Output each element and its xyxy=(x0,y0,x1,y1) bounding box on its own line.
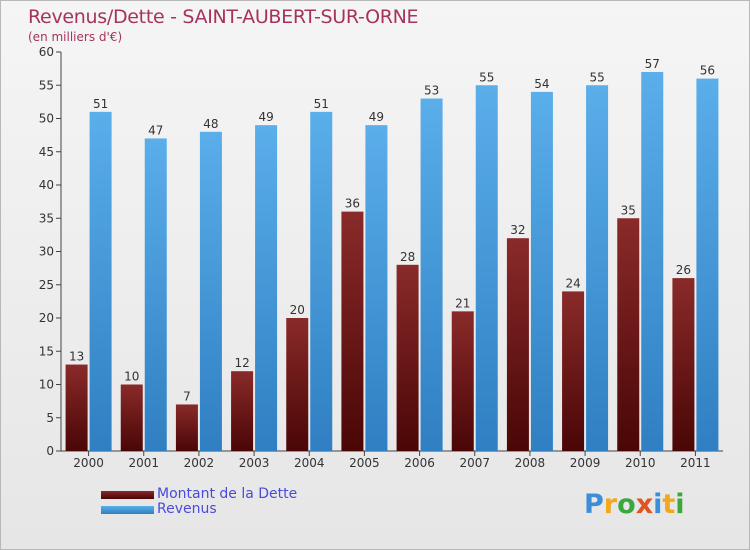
logo-letter: x xyxy=(635,489,654,520)
bar-dette-2009 xyxy=(562,291,585,451)
bar-dette-2004 xyxy=(286,318,309,451)
data-label-revenus-2002: 48 xyxy=(203,117,218,131)
logo-letter: o xyxy=(617,489,636,520)
data-label-revenus-2009: 55 xyxy=(589,70,604,84)
y-tick-label: 10 xyxy=(39,378,54,392)
data-label-revenus-2011: 56 xyxy=(700,64,715,78)
proxiti-logo: Proxiti xyxy=(584,489,685,520)
x-tick-label: 2000 xyxy=(73,456,104,470)
logo-letter: r xyxy=(603,489,618,520)
bar-revenus-2003 xyxy=(255,125,278,452)
bar-dette-2001 xyxy=(120,384,143,451)
legend-swatch-dette xyxy=(101,491,154,499)
legend-label-dette: Montant de la Dette xyxy=(157,486,298,502)
bar-revenus-2005 xyxy=(365,125,388,452)
bar-dette-2006 xyxy=(396,264,419,451)
bar-dette-2002 xyxy=(175,404,198,451)
data-label-revenus-2006: 53 xyxy=(424,84,439,98)
y-tick-label: 55 xyxy=(39,78,54,92)
y-tick-label: 25 xyxy=(39,278,54,292)
data-label-dette-2005: 36 xyxy=(345,197,360,211)
chart-subtitle: (en milliers d'€) xyxy=(28,30,123,44)
bar-dette-2011 xyxy=(672,278,695,451)
y-tick-label: 15 xyxy=(39,344,54,358)
x-tick-label: 2008 xyxy=(515,456,546,470)
bar-revenus-2006 xyxy=(420,98,443,452)
bar-revenus-2001 xyxy=(144,138,167,451)
bar-revenus-2004 xyxy=(310,111,333,451)
bar-revenus-2011 xyxy=(696,78,719,451)
data-label-revenus-2005: 49 xyxy=(369,110,384,124)
y-tick-label: 50 xyxy=(39,112,54,126)
x-tick-label: 2011 xyxy=(680,456,711,470)
legend-swatch-revenus xyxy=(101,506,154,514)
bar-dette-2010 xyxy=(617,218,640,451)
data-label-revenus-2008: 54 xyxy=(534,77,549,91)
legend-label-revenus: Revenus xyxy=(157,501,217,517)
logo-letter: P xyxy=(584,489,604,520)
bar-revenus-2007 xyxy=(475,85,498,451)
bar-revenus-2000 xyxy=(89,111,112,451)
x-tick-label: 2009 xyxy=(570,456,601,470)
logo-letter: i xyxy=(653,489,663,520)
y-tick-label: 60 xyxy=(39,45,54,59)
y-tick-label: 20 xyxy=(39,311,54,325)
bar-dette-2007 xyxy=(451,311,474,451)
x-tick-label: 2007 xyxy=(459,456,490,470)
data-label-dette-2002: 7 xyxy=(183,389,191,403)
y-tick-label: 45 xyxy=(39,145,54,159)
data-label-dette-2004: 20 xyxy=(290,303,305,317)
data-label-dette-2006: 28 xyxy=(400,250,415,264)
x-tick-label: 2004 xyxy=(294,456,325,470)
bar-revenus-2002 xyxy=(199,131,222,452)
bar-revenus-2009 xyxy=(586,85,609,451)
y-tick-label: 5 xyxy=(46,411,54,425)
data-label-revenus-2000: 51 xyxy=(93,97,108,111)
y-tick-label: 40 xyxy=(39,178,54,192)
data-label-dette-2009: 24 xyxy=(565,276,580,290)
bar-dette-2008 xyxy=(506,238,529,451)
data-label-dette-2008: 32 xyxy=(510,223,525,237)
data-label-dette-2007: 21 xyxy=(455,296,470,310)
x-tick-label: 2010 xyxy=(625,456,656,470)
data-label-dette-2001: 10 xyxy=(124,370,139,384)
x-tick-label: 2003 xyxy=(239,456,270,470)
x-tick-label: 2005 xyxy=(349,456,380,470)
data-label-dette-2011: 26 xyxy=(676,263,691,277)
bar-dette-2005 xyxy=(341,211,364,451)
x-tick-label: 2002 xyxy=(184,456,215,470)
x-tick-label: 2006 xyxy=(404,456,435,470)
bar-dette-2003 xyxy=(231,371,254,451)
logo-letter: i xyxy=(675,489,685,520)
data-label-dette-2003: 12 xyxy=(234,356,249,370)
data-label-revenus-2001: 47 xyxy=(148,123,163,137)
y-tick-label: 35 xyxy=(39,211,54,225)
data-label-dette-2010: 35 xyxy=(621,203,636,217)
bar-revenus-2010 xyxy=(641,71,664,451)
data-label-revenus-2010: 57 xyxy=(645,57,660,71)
data-label-revenus-2004: 51 xyxy=(314,97,329,111)
chart-title: Revenus/Dette - SAINT-AUBERT-SUR-ORNE xyxy=(28,6,419,28)
chart-axes: 0 5 10 15 20 25 30 35 40 45 50 55 60 2000 2001 2002 2003… xyxy=(39,45,723,470)
x-tick-label: 2001 xyxy=(128,456,159,470)
bar-revenus-2008 xyxy=(530,91,553,452)
y-tick-label: 30 xyxy=(39,245,54,259)
data-label-dette-2000: 13 xyxy=(69,350,84,364)
chart-labels: 13 51 10 47 7 48 12 49 20 51 36 49 28 53 21 55 32 54 24 55 3… xyxy=(69,57,715,404)
data-label-revenus-2007: 55 xyxy=(479,70,494,84)
logo-letter: t xyxy=(662,489,676,520)
y-tick-label: 0 xyxy=(46,444,54,458)
bar-dette-2000 xyxy=(65,364,88,451)
data-label-revenus-2003: 49 xyxy=(258,110,273,124)
chart-bars xyxy=(65,71,719,452)
